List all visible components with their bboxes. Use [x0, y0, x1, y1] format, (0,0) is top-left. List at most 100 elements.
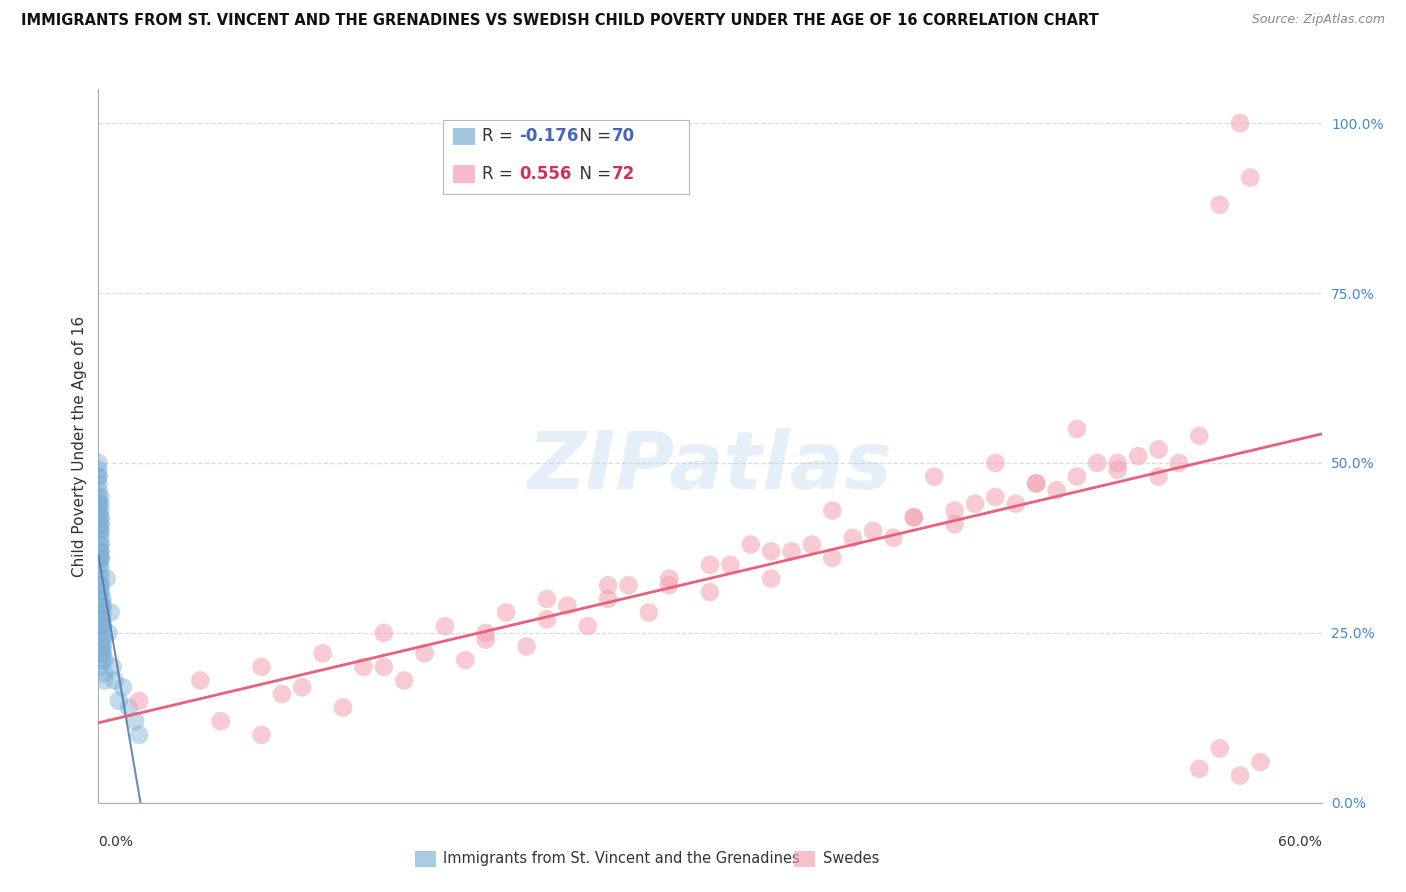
- Point: [821, 503, 844, 517]
- Point: [108, 694, 131, 708]
- Point: [87, 510, 110, 524]
- Point: [87, 524, 110, 538]
- Point: [617, 578, 640, 592]
- Point: [883, 531, 905, 545]
- Point: [87, 490, 110, 504]
- Point: [474, 632, 498, 647]
- Point: [312, 646, 335, 660]
- Point: [91, 619, 114, 633]
- Point: [903, 510, 925, 524]
- Text: 0.0%: 0.0%: [98, 835, 134, 849]
- Point: [1209, 198, 1232, 212]
- Point: [332, 700, 354, 714]
- Point: [1066, 422, 1088, 436]
- Point: [89, 619, 111, 633]
- Point: [87, 456, 110, 470]
- Point: [101, 660, 124, 674]
- Point: [1107, 456, 1129, 470]
- Point: [250, 728, 273, 742]
- Point: [903, 510, 925, 524]
- Point: [495, 606, 517, 620]
- Point: [516, 640, 538, 654]
- Point: [1188, 762, 1211, 776]
- Point: [1025, 476, 1047, 491]
- Point: [740, 537, 762, 551]
- Point: [91, 653, 114, 667]
- Point: [91, 626, 114, 640]
- Point: [96, 572, 118, 586]
- Point: [89, 537, 111, 551]
- Point: [984, 490, 1007, 504]
- Point: [474, 626, 498, 640]
- Point: [1066, 469, 1088, 483]
- Point: [250, 660, 273, 674]
- Point: [454, 653, 477, 667]
- Point: [965, 497, 987, 511]
- Text: Source: ZipAtlas.com: Source: ZipAtlas.com: [1251, 13, 1385, 27]
- Point: [89, 660, 111, 674]
- Point: [104, 673, 127, 688]
- Point: [1004, 497, 1026, 511]
- Point: [922, 469, 945, 483]
- Point: [89, 510, 111, 524]
- Text: 0.556: 0.556: [519, 165, 571, 183]
- Point: [89, 517, 111, 532]
- Point: [124, 714, 146, 729]
- Text: R =: R =: [482, 165, 519, 183]
- Point: [100, 606, 122, 620]
- Point: [1209, 741, 1232, 756]
- Point: [598, 578, 620, 592]
- Point: [91, 591, 114, 606]
- Point: [1249, 755, 1271, 769]
- Point: [91, 646, 114, 660]
- Point: [91, 599, 114, 613]
- Point: [1128, 449, 1150, 463]
- Point: [413, 646, 436, 660]
- Point: [1229, 769, 1251, 783]
- Point: [91, 640, 114, 654]
- Text: ZIPatlas: ZIPatlas: [527, 428, 893, 507]
- Text: 60.0%: 60.0%: [1278, 835, 1322, 849]
- Point: [1045, 483, 1069, 498]
- Text: 72: 72: [612, 165, 636, 183]
- Point: [89, 551, 111, 566]
- Point: [576, 619, 599, 633]
- Point: [373, 626, 395, 640]
- Point: [87, 503, 110, 517]
- Point: [89, 490, 111, 504]
- Point: [89, 612, 111, 626]
- Point: [89, 544, 111, 558]
- Point: [761, 544, 783, 558]
- Point: [658, 578, 681, 592]
- Point: [89, 558, 111, 572]
- Point: [89, 524, 111, 538]
- Point: [91, 632, 114, 647]
- Point: [1085, 456, 1108, 470]
- Point: [699, 558, 721, 572]
- Point: [720, 558, 742, 572]
- Point: [373, 660, 395, 674]
- Point: [434, 619, 457, 633]
- Point: [841, 531, 863, 545]
- Point: [801, 537, 824, 551]
- Point: [1147, 469, 1170, 483]
- Point: [89, 565, 111, 579]
- Text: -0.176: -0.176: [519, 128, 578, 145]
- Point: [1239, 170, 1261, 185]
- Point: [536, 612, 558, 626]
- Text: IMMIGRANTS FROM ST. VINCENT AND THE GRENADINES VS SWEDISH CHILD POVERTY UNDER TH: IMMIGRANTS FROM ST. VINCENT AND THE GREN…: [21, 13, 1099, 29]
- Point: [658, 572, 681, 586]
- Point: [91, 599, 114, 613]
- Point: [91, 646, 114, 660]
- Point: [89, 585, 111, 599]
- Point: [1147, 442, 1170, 457]
- Point: [89, 510, 111, 524]
- Point: [89, 606, 111, 620]
- Point: [392, 673, 416, 688]
- Point: [89, 531, 111, 545]
- Point: [87, 469, 110, 483]
- Point: [1025, 476, 1047, 491]
- Text: N =: N =: [569, 165, 617, 183]
- Point: [91, 640, 114, 654]
- Point: [699, 585, 721, 599]
